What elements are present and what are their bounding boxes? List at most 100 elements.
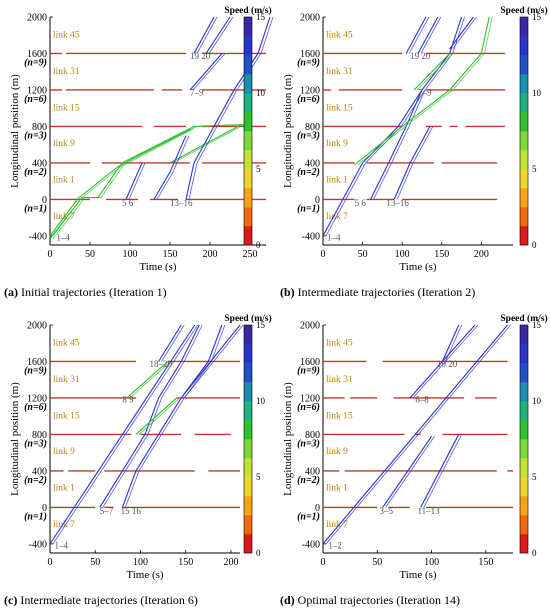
intersection-label: (n=1) (297, 203, 320, 214)
trajectory-line (205, 16, 231, 54)
x-tick-label: 150 (163, 249, 178, 260)
x-tick-label: 250 (243, 249, 258, 260)
y-tick-label: 2000 (300, 13, 320, 24)
intersection-label: (n=3) (24, 438, 47, 449)
y-tick-label: 1600 (300, 49, 320, 60)
vehicle-annotation: 19 20 (437, 359, 458, 369)
trajectory-line (420, 16, 442, 54)
x-tick-label: 100 (424, 557, 439, 568)
colorbar-tick-label: 10 (256, 88, 266, 98)
trajectory-line (188, 16, 274, 200)
colorbar-swatch (520, 150, 528, 170)
colorbar-swatch (520, 458, 528, 478)
trajectory-line (125, 162, 143, 200)
y-tick-label: -400 (302, 539, 320, 550)
colorbar-swatch (244, 169, 252, 189)
trajectory-line (135, 397, 178, 435)
trajectory-line (354, 16, 490, 166)
vehicle-annotation: 7–9 (190, 87, 204, 97)
chart-panel-c: 0 50 100 150 200-4000400800120016002000Time … (4, 313, 272, 607)
trajectory-line (99, 324, 200, 508)
trajectory-line (52, 324, 199, 545)
colorbar-swatch (244, 458, 252, 478)
colorbar-tick-label: 5 (256, 164, 261, 174)
y-tick-label: 1200 (300, 393, 320, 404)
colorbar-swatch (244, 17, 252, 37)
trajectory-line (172, 124, 246, 164)
y-tick-label: 0 (42, 195, 47, 206)
trajectory-line (357, 16, 493, 166)
trajectory-line (169, 124, 243, 164)
x-tick-label: 50 (372, 557, 382, 568)
trajectory-line (129, 361, 171, 399)
trajectory-line (156, 135, 190, 200)
vehicle-annotation: 1–4 (327, 232, 341, 242)
trajectory-line (408, 16, 430, 54)
y-tick-label: 400 (32, 158, 47, 169)
caption-label: (a) (4, 285, 18, 299)
y-tick-label: 800 (305, 430, 320, 441)
colorbar-swatch (244, 55, 252, 75)
y-tick-label: 800 (32, 430, 47, 441)
link-label: link 15 (53, 103, 80, 113)
colorbar-swatch (244, 112, 252, 132)
y-tick-label: 400 (305, 158, 320, 169)
trajectory-line (128, 162, 146, 200)
colorbar-swatch (244, 325, 252, 345)
panel-caption: (a) Initial trajectories (Iteration 1) (4, 285, 167, 299)
colorbar-tick-label: 0 (256, 240, 261, 250)
colorbar-frame (243, 16, 253, 246)
link-label: link 1 (53, 483, 75, 493)
vehicle-annotation: 5 6 (122, 198, 134, 208)
link-label: link 9 (326, 139, 348, 149)
link-label: link 31 (326, 67, 353, 77)
vehicle-annotation: 7–9 (418, 87, 432, 97)
colorbar-frame (519, 16, 529, 246)
trajectory-line (325, 324, 511, 545)
link-label: link 45 (326, 338, 353, 348)
vehicle-annotation: 1–4 (55, 540, 69, 550)
colorbar-swatch (244, 226, 252, 246)
y-tick-label: 2000 (27, 321, 47, 332)
y-tick-label: 1600 (27, 357, 47, 368)
intersection-label: (n=9) (24, 365, 47, 376)
vehicle-annotation: 5–7 (100, 506, 114, 516)
link-label: link 1 (326, 175, 348, 185)
y-tick-label: 0 (315, 503, 320, 514)
x-tick-label: 0 (321, 557, 326, 568)
y-axis-title: Longitudinal position (m) (9, 382, 21, 496)
vehicle-annotation: 1–4 (56, 232, 70, 242)
trajectory-line (189, 53, 223, 91)
colorbar-swatch (244, 420, 252, 440)
y-tick-label: -400 (302, 231, 320, 242)
intersection-label: (n=1) (297, 511, 320, 522)
x-tick-label: 0 (48, 557, 53, 568)
colorbar-swatch (244, 515, 252, 535)
x-tick-label: 0 (48, 249, 53, 260)
colorbar-swatch (520, 401, 528, 421)
x-axis-title: Time (s) (399, 569, 437, 581)
x-tick-label: 100 (395, 249, 410, 260)
link-label: link 7 (326, 520, 348, 530)
y-tick-label: 1200 (300, 85, 320, 96)
colorbar-title: Speed (m/s) (224, 5, 271, 16)
colorbar-swatch (244, 150, 252, 170)
colorbar-swatch (520, 439, 528, 459)
caption-text: Intermediate trajectories (Iteration 6) (17, 593, 198, 607)
colorbar-swatch (244, 207, 252, 227)
trajectory-line (420, 434, 460, 508)
y-tick-label: 0 (42, 503, 47, 514)
x-tick-label: 150 (178, 557, 193, 568)
intersection-label: (n=6) (297, 402, 320, 413)
y-tick-label: -400 (29, 539, 47, 550)
intersection-label: (n=6) (24, 94, 47, 105)
vehicle-annotation: 11–13 (417, 506, 440, 516)
trajectory-line (138, 397, 180, 435)
colorbar-swatch (520, 420, 528, 440)
link-label: link 15 (326, 103, 353, 113)
trajectory-line (417, 16, 439, 54)
colorbar-title: Speed (m/s) (224, 313, 271, 324)
x-tick-label: 100 (133, 557, 148, 568)
intersection-label: (n=6) (297, 94, 320, 105)
chart-panel-a: 0 50 100 150 200 250-4000400800120016002000Ti… (4, 5, 274, 299)
